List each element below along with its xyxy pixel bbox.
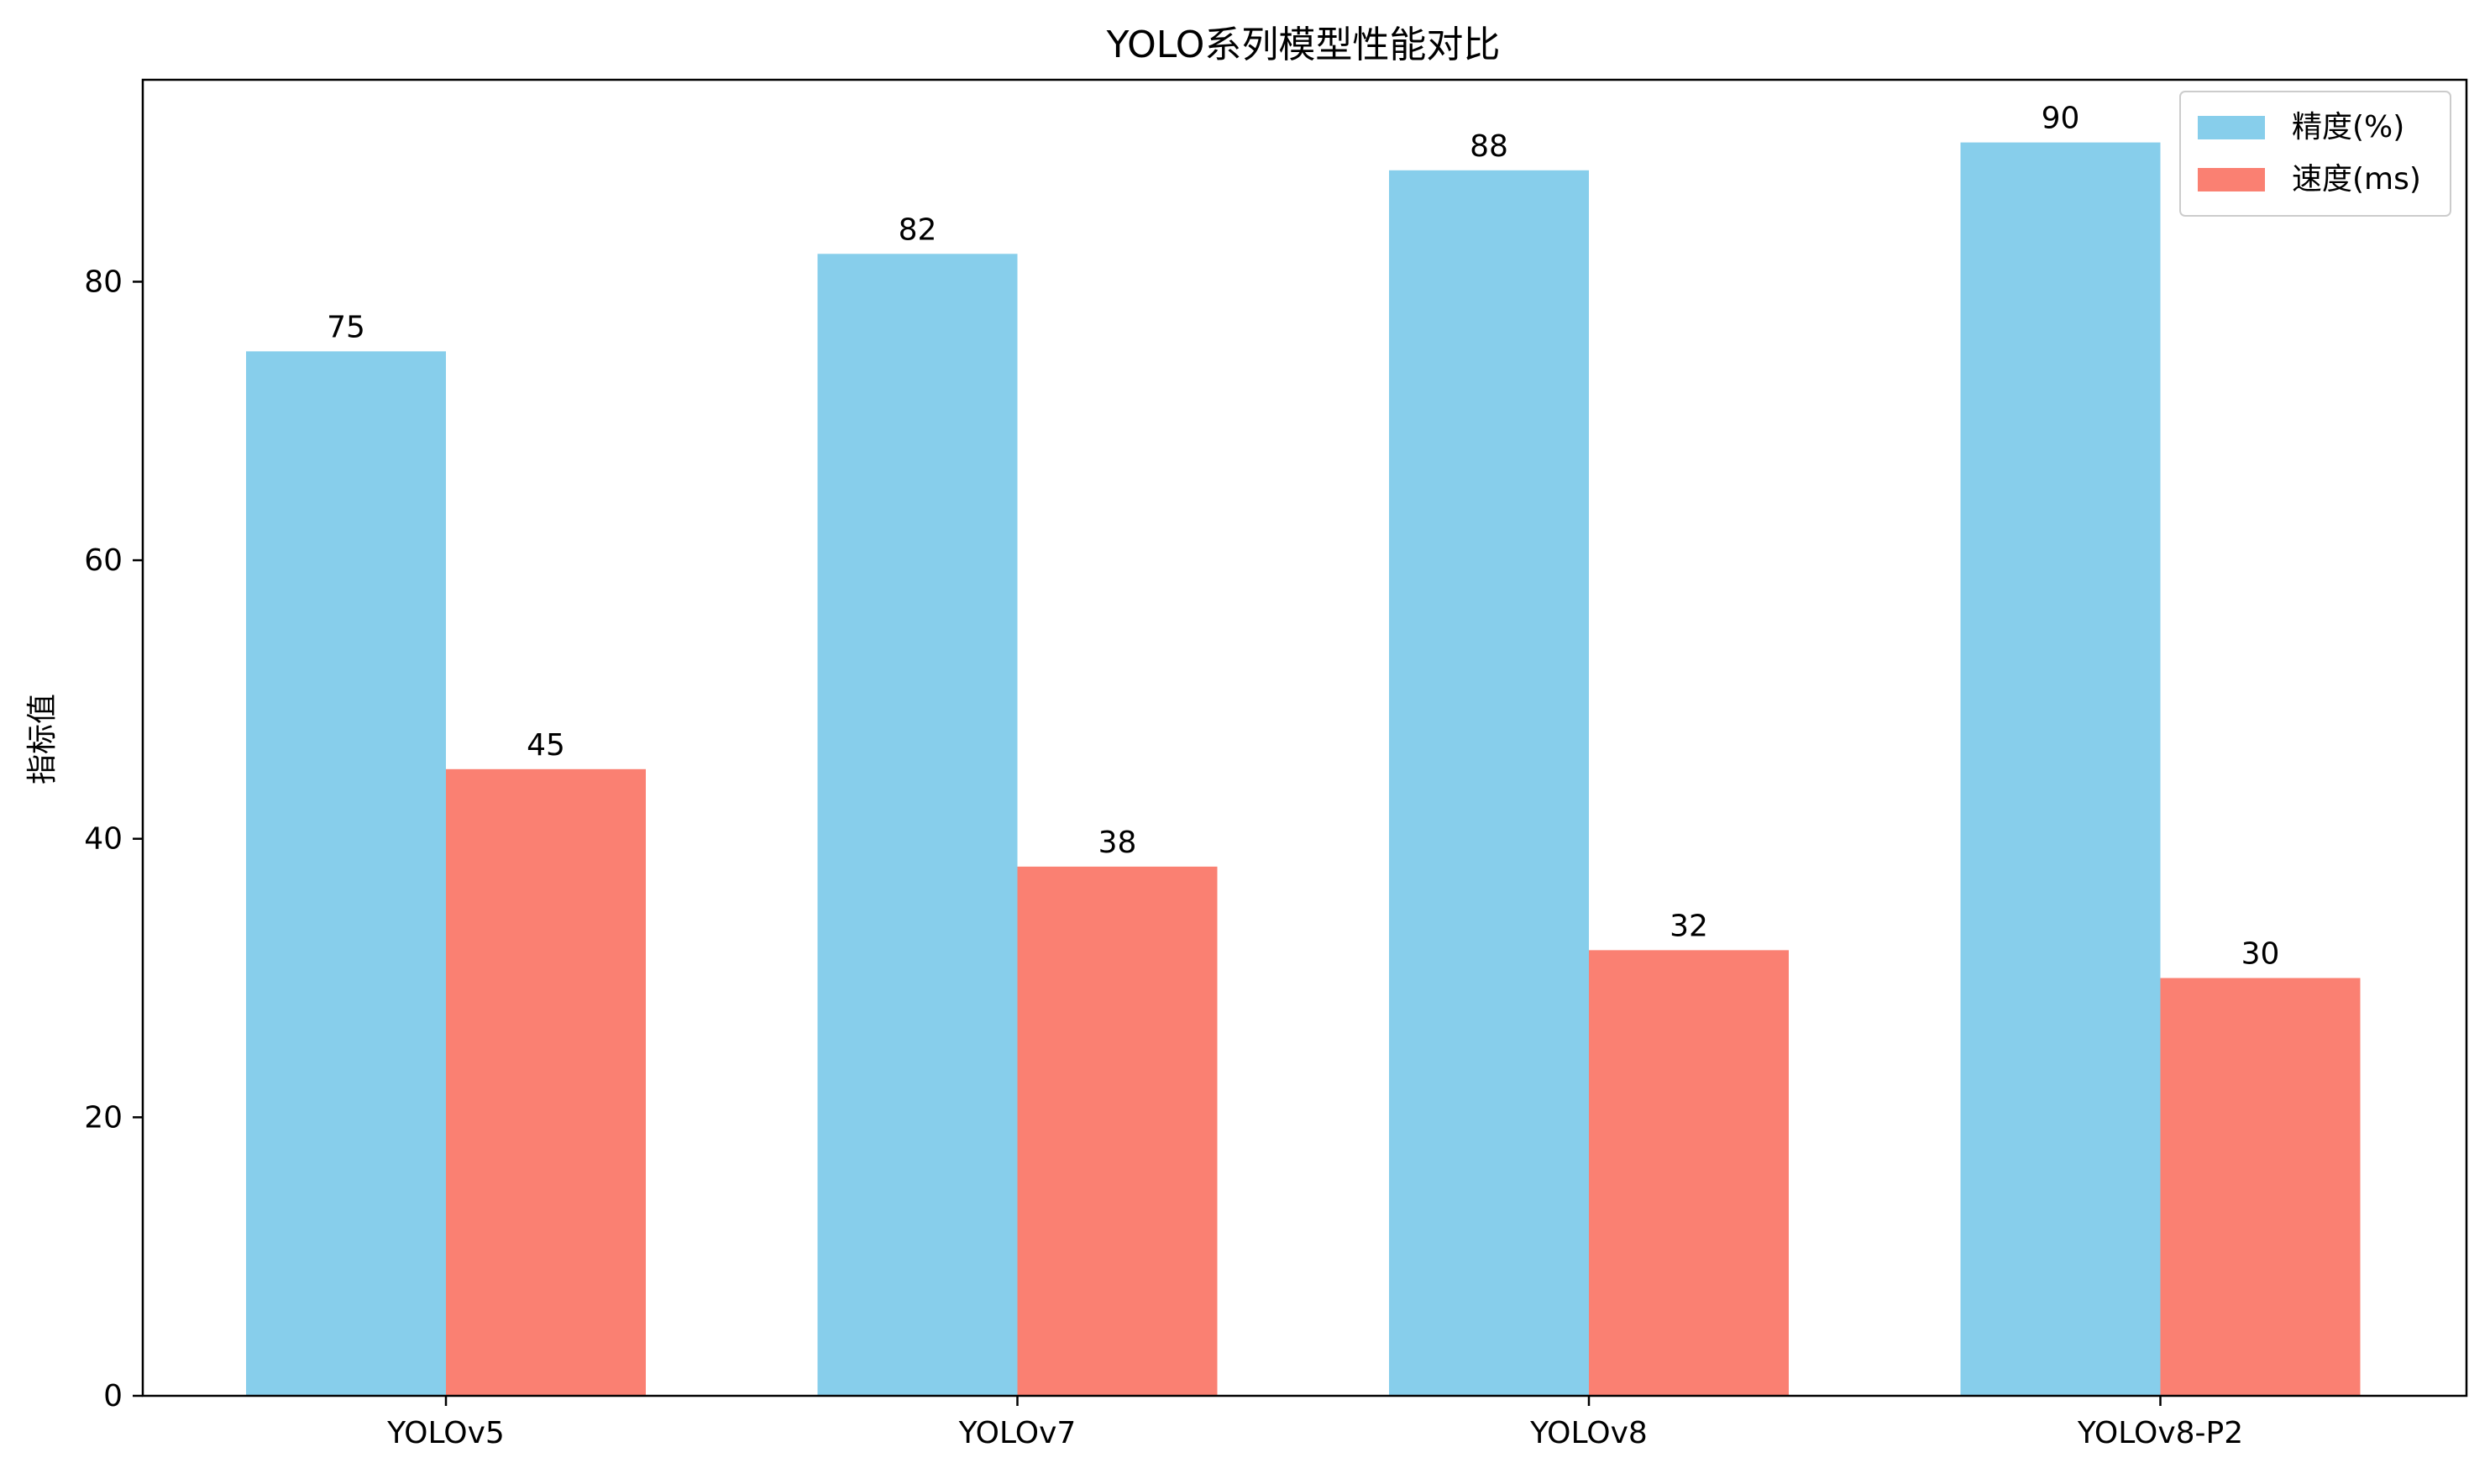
y-tick-label: 20	[84, 1100, 123, 1135]
bar-series-1-YOLOv7	[1017, 866, 1218, 1396]
x-tick-label: YOLOv5	[386, 1416, 505, 1450]
bar-value-label: 30	[2241, 937, 2280, 972]
bar-series-1-YOLOv5	[446, 768, 646, 1396]
y-axis-label: 指标值	[25, 694, 60, 784]
bar-value-label: 45	[527, 728, 565, 763]
legend-label-speed: 速度(ms)	[2292, 162, 2421, 197]
legend-label-precision: 精度(%)	[2292, 110, 2404, 144]
y-axis: 0 20 40 60 80	[84, 265, 143, 1413]
bar-value-label: 38	[1098, 826, 1137, 860]
chart-title: YOLO系列模型性能对比	[1106, 24, 1501, 66]
bar-value-label: 82	[899, 212, 937, 247]
x-axis: YOLOv5 YOLOv7 YOLOv8 YOLOv8-P2	[386, 1396, 2243, 1450]
bar-series-0-YOLOv8-P2	[1960, 142, 2161, 1397]
bar-series-0-YOLOv7	[817, 254, 1018, 1396]
bar-value-label: 32	[1670, 909, 1708, 943]
x-tick-label: YOLOv7	[958, 1416, 1077, 1450]
y-tick-label: 0	[103, 1379, 123, 1413]
legend: 精度(%) 速度(ms)	[2179, 91, 2451, 217]
bar-series-1-YOLOv8	[1589, 950, 1789, 1396]
y-tick-label: 40	[84, 822, 123, 857]
bar-value-label: 88	[1470, 129, 1508, 164]
bar-value-label: 75	[327, 310, 365, 344]
x-tick-label: YOLOv8-P2	[2077, 1416, 2243, 1450]
bar-series-0-YOLOv5	[246, 351, 446, 1396]
bar-series-1-YOLOv8-P2	[2160, 978, 2361, 1396]
plot-frame	[141, 78, 2468, 1397]
bar-series-0-YOLOv8	[1389, 170, 1589, 1396]
x-tick-label: YOLOv8	[1529, 1416, 1648, 1450]
bar-value-label: 90	[2042, 102, 2080, 136]
bar-labels-layer: 75 82 88 90 45 38 32 30	[327, 102, 2279, 972]
y-tick-label: 60	[84, 543, 123, 578]
legend-swatch-speed	[2198, 168, 2265, 191]
y-tick-label: 80	[84, 265, 123, 299]
legend-swatch-precision	[2198, 116, 2265, 139]
bars-layer	[246, 142, 2361, 1397]
